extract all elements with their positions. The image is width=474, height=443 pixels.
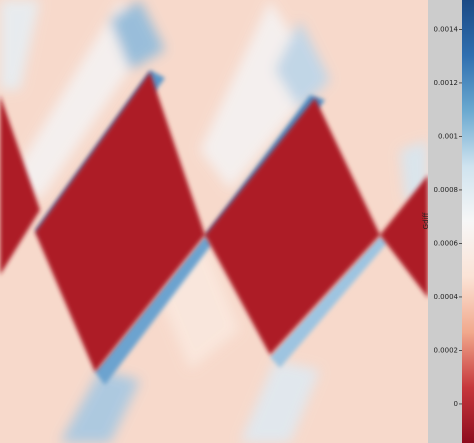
colorbar-tick-label: 0.0004	[434, 293, 459, 301]
colorbar-strip	[462, 0, 474, 443]
colorbar-label: Gdiff	[422, 213, 430, 230]
colorbar-tick-label: 0	[454, 400, 458, 408]
colorbar: 0 0.0002 0.0004 0.0006 0.0008 0.001 0.0012 0.00…	[434, 0, 474, 443]
heatmap	[0, 0, 428, 443]
colorbar-tick-label: 0.0014	[434, 25, 459, 33]
colorbar-tick-label: 0.0008	[434, 186, 459, 194]
colorbar-tick-label: 0.0006	[434, 239, 459, 247]
colorbar-tick-label: 0.0012	[434, 79, 459, 87]
colorbar-panel	[428, 0, 462, 443]
colorbar-tick-label: 0.0002	[434, 346, 459, 354]
colorbar-tick-label: 0.001	[438, 132, 458, 140]
